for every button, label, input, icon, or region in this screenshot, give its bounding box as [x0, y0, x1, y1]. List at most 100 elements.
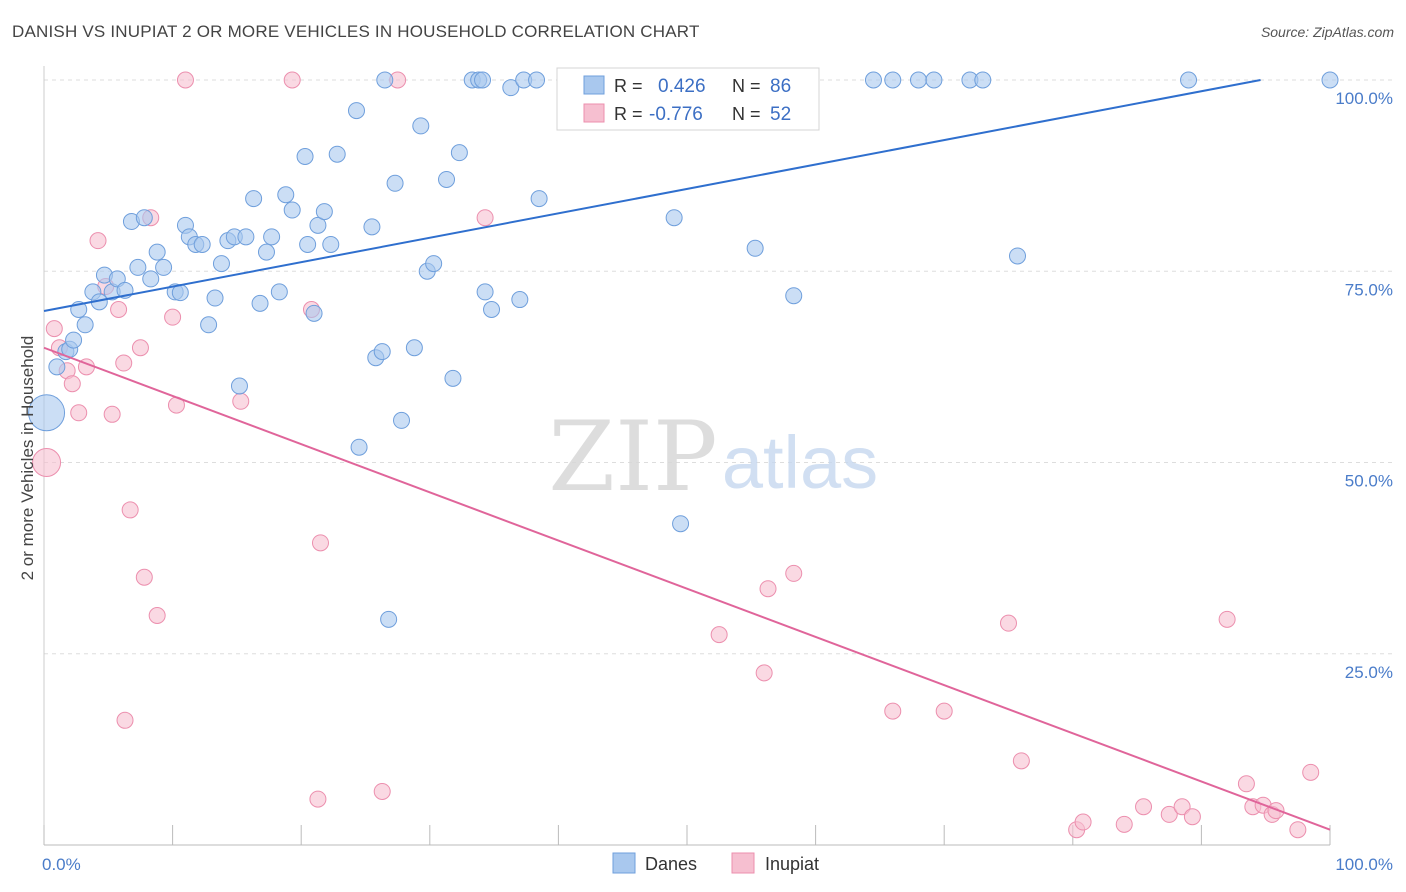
inupiat-point	[1218, 610, 1236, 628]
danes-point	[206, 289, 224, 307]
inupiat-point	[176, 71, 194, 89]
inupiat-point	[45, 320, 63, 338]
danes-point	[909, 71, 927, 89]
danes-point	[474, 71, 492, 89]
inupiat-point	[710, 626, 728, 644]
danes-point	[328, 145, 346, 163]
tick-labels: 100.0% 75.0% 50.0% 25.0% 0.0% 100.0%	[42, 89, 1393, 874]
danes-point	[425, 255, 443, 273]
inupiat-point	[116, 711, 134, 729]
inupiat-point	[63, 375, 81, 393]
danes-point	[380, 610, 398, 628]
inupiat-trend-line	[43, 346, 1331, 831]
inupiat-point	[373, 782, 391, 800]
danes-point	[925, 71, 943, 89]
inupiat-point	[1173, 798, 1191, 816]
danes-point	[746, 239, 764, 257]
inupiat-point	[884, 702, 902, 720]
inupiat-point	[935, 702, 953, 720]
y-axis-label: 2 or more Vehicles in Household	[18, 336, 37, 581]
danes-point	[277, 186, 295, 204]
inupiat-point	[309, 790, 327, 808]
danes-point	[200, 316, 218, 334]
inupiat-point	[1000, 614, 1017, 632]
danes-point	[450, 144, 468, 162]
legend-danes-swatch	[583, 75, 605, 95]
bottom-legend-danes-swatch	[612, 852, 636, 874]
danes-point	[502, 79, 520, 97]
y-tick-label: 75.0%	[1345, 280, 1393, 299]
danes-point	[373, 343, 391, 361]
danes-point	[530, 190, 548, 208]
danes-point	[142, 270, 160, 288]
x-tick-label: 100.0%	[1335, 855, 1393, 874]
inupiat-point	[1183, 808, 1201, 826]
danes-point	[155, 258, 173, 276]
danes-point	[296, 148, 314, 165]
danes-point	[1180, 71, 1198, 89]
inupiat-point	[283, 71, 301, 89]
danes-point	[322, 235, 340, 253]
source-label: Source: ZipAtlas.com	[1260, 24, 1394, 40]
danes-point	[28, 394, 66, 432]
danes-point	[212, 255, 230, 273]
legend-danes-n-label: N =	[732, 76, 761, 96]
danes-series	[28, 71, 1339, 628]
danes-point	[251, 294, 269, 312]
inupiat-point	[1135, 798, 1153, 816]
legend-inupiat-n-value: 52	[770, 104, 791, 125]
danes-point	[305, 304, 323, 322]
inupiat-point	[148, 607, 166, 624]
y-tick-label: 25.0%	[1345, 663, 1393, 682]
inupiat-point	[311, 534, 329, 552]
legend-inupiat-r-value: -0.776	[649, 104, 703, 125]
danes-point	[884, 71, 902, 89]
danes-point	[412, 117, 430, 135]
danes-point	[476, 283, 494, 301]
danes-point	[511, 291, 529, 309]
danes-point	[283, 201, 301, 219]
legend-inupiat-swatch	[583, 103, 605, 123]
inupiat-point	[121, 501, 139, 519]
danes-point	[76, 316, 94, 334]
inupiat-point	[1267, 802, 1285, 820]
danes-point	[376, 71, 394, 89]
danes-point	[444, 369, 462, 387]
danes-point	[347, 102, 365, 120]
danes-point	[350, 438, 368, 456]
danes-point	[438, 170, 456, 188]
danes-point	[257, 243, 275, 261]
trend-lines	[43, 79, 1331, 831]
danes-point	[386, 174, 404, 192]
legend-danes-n-value: 86	[770, 76, 791, 97]
danes-point	[48, 358, 66, 376]
danes-point	[245, 190, 263, 208]
danes-point	[309, 216, 327, 234]
legend-inupiat-r-label: R =	[614, 104, 643, 124]
inupiat-point	[1012, 752, 1030, 770]
inupiat-point	[755, 664, 773, 682]
inupiat-point	[1115, 815, 1133, 833]
correlation-legend: R = 0.426 N = 86 R = -0.776 N = 52	[556, 67, 820, 131]
danes-point	[129, 258, 147, 276]
inupiat-point	[32, 448, 62, 477]
danes-point	[405, 339, 423, 357]
inupiat-point	[103, 405, 121, 423]
danes-point	[135, 209, 153, 227]
danes-point	[672, 515, 690, 533]
y-tick-label: 50.0%	[1345, 472, 1393, 491]
inupiat-point	[1160, 805, 1178, 823]
inupiat-point	[164, 308, 182, 326]
bottom-legend-inupiat-swatch	[731, 852, 755, 874]
danes-point	[393, 411, 411, 429]
danes-trend-line	[43, 79, 1261, 313]
danes-point	[299, 235, 317, 253]
inupiat-point	[89, 232, 107, 250]
danes-point	[665, 209, 683, 227]
danes-point	[315, 203, 333, 221]
danes-point	[230, 377, 248, 395]
danes-point	[237, 228, 255, 246]
danes-point	[483, 301, 501, 318]
danes-point	[864, 71, 882, 89]
inupiat-point	[70, 404, 88, 422]
